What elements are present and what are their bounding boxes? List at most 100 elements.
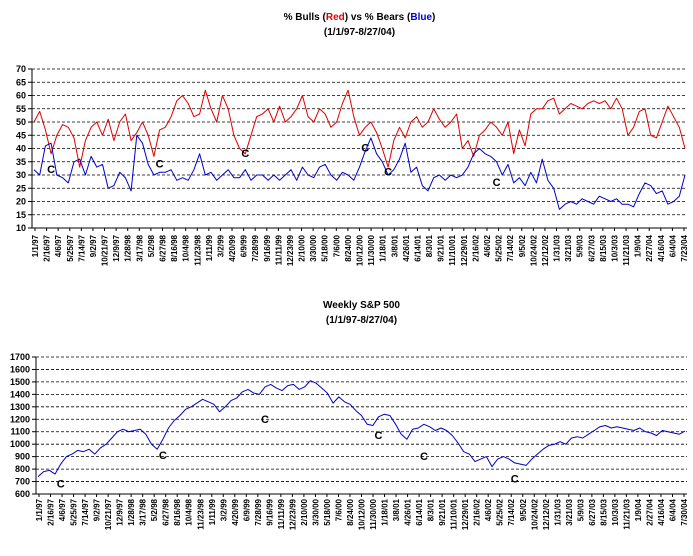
sp-x-tick-label: 3/8/01 <box>392 498 401 521</box>
bb-x-tick-label: 4/6/97 <box>54 234 63 257</box>
sp-x-tick-label: 12/12/02 <box>542 498 551 530</box>
bb-x-tick-label: 3/2/99 <box>216 234 225 257</box>
bb-x-tick-label: 9/16/99 <box>263 234 272 261</box>
bb-x-tick-label: 1/1/97 <box>31 234 40 257</box>
sp-x-tick-label: 10/24/02 <box>530 498 539 530</box>
sp-x-tick-label: 7/14/02 <box>507 498 516 525</box>
bb-title-part: ) <box>432 12 435 23</box>
bb-y-tick-label: 50 <box>16 117 26 127</box>
sp-x-tick-label: 11/11/99 <box>277 498 286 529</box>
sp-y-tick-label: 700 <box>15 477 30 487</box>
bb-title-part: % Bulls ( <box>284 12 327 23</box>
sp-x-tick-label: 3/30/00 <box>311 498 320 525</box>
bb-y-tick-label: 20 <box>16 197 26 207</box>
sp-y-tick-label: 1500 <box>10 377 30 387</box>
sp-series-line-0 <box>37 380 686 477</box>
bb-x-tick-label: 2/16/02 <box>471 234 480 261</box>
sp-y-tick-label: 1000 <box>10 439 30 449</box>
sp-x-tick-label: 6/27/03 <box>588 498 597 525</box>
bb-x-tick-label: 8/16/98 <box>170 234 179 261</box>
bb-x-tick-label: 7/28/99 <box>251 234 260 261</box>
sp-x-tick-label: 8/3/01 <box>427 498 436 521</box>
sp-x-tick-label: 4/16/04 <box>657 498 666 525</box>
sp-x-tick-label: 1/31/03 <box>553 498 562 525</box>
sp-x-tick-label: 6/27/98 <box>162 498 171 525</box>
bb-y-tick-label: 30 <box>16 170 26 180</box>
bb-x-tick-label: 3/8/01 <box>390 234 399 257</box>
sp-x-tick-label: 7/30/04 <box>680 498 689 525</box>
bb-x-tick-label: 1/31/03 <box>553 234 562 261</box>
sp-x-tick-label: 1/28/98 <box>127 498 136 525</box>
bb-annotation: C <box>361 143 369 155</box>
bb-y-tick-label: 60 <box>16 91 26 101</box>
bb-x-tick-label: 1/18/01 <box>379 234 388 261</box>
bb-x-tick-label: 11/30/00 <box>367 234 376 265</box>
bb-y-tick-label: 55 <box>16 104 26 114</box>
sp-x-tick-label: 7/6/00 <box>334 498 343 521</box>
sp-y-tick-label: 600 <box>15 489 30 499</box>
sp-y-tick-label: 1200 <box>10 414 30 424</box>
sp-x-tick-label: 9/16/99 <box>265 498 274 525</box>
bb-x-tick-label: 12/29/01 <box>460 234 469 266</box>
sp-x-tick-label: 12/23/99 <box>288 498 297 530</box>
bb-x-tick-label: 5/25/02 <box>495 234 504 261</box>
sp-x-tick-label: 10/3/03 <box>611 498 620 525</box>
bb-x-tick-label: 1/9/04 <box>634 234 643 257</box>
bb-x-tick-label: 2/16/97 <box>43 234 52 261</box>
bb-y-tick-label: 15 <box>16 210 26 220</box>
sp-x-tick-label: 10/4/98 <box>185 498 194 525</box>
sp-x-tick-label: 3/21/03 <box>565 498 574 525</box>
sp-x-tick-label: 5/2/98 <box>150 498 159 521</box>
bulls-bears-chart: % Bulls (Red) vs % Bears (Blue) (1/1/97-8… <box>16 12 689 266</box>
bb-x-tick-label: 6/14/01 <box>413 234 422 261</box>
bb-annotation: C <box>241 148 249 160</box>
sp-x-tick-label: 2/16/02 <box>473 498 482 525</box>
bb-x-tick-label: 4/16/04 <box>657 234 666 261</box>
bb-y-tick-label: 65 <box>16 77 26 87</box>
sp-x-tick-label: 11/23/98 <box>196 498 205 529</box>
bb-x-tick-label: 10/24/02 <box>529 234 538 266</box>
sp-x-tick-label: 1/11/99 <box>208 498 217 525</box>
sp-x-tick-label: 5/18/00 <box>323 498 332 525</box>
bb-annotation: C <box>156 158 164 170</box>
sp-x-tick-label: 11/10/01 <box>450 498 459 529</box>
bb-x-tick-label: 10/21/97 <box>101 234 110 266</box>
sp-x-tick-label: 5/25/97 <box>70 498 79 525</box>
bb-annotation: C <box>493 177 501 189</box>
bb-x-tick-label: 9/21/01 <box>437 234 446 261</box>
bb-title: % Bulls (Red) vs % Bears (Blue) <box>284 12 436 23</box>
sp-x-tick-label: 8/16/98 <box>173 498 182 525</box>
sp-x-tick-label: 8/15/03 <box>599 498 608 525</box>
sp500-chart: Weekly S&P 500 (1/1/97-8/27/04) 600 700 800 9… <box>10 300 689 530</box>
bb-y-tick-label: 45 <box>16 130 26 140</box>
sp-y-tick-label: 800 <box>15 464 30 474</box>
bb-annotation: C <box>47 164 55 176</box>
bb-x-tick-label: 6/9/99 <box>240 234 249 257</box>
sp-x-tick-label: 6/4/04 <box>668 498 677 521</box>
sp-x-tick-label: 9/5/02 <box>519 498 528 521</box>
bb-y-tick-label: 40 <box>16 144 26 154</box>
sp-x-tick-label: 12/29/01 <box>461 498 470 530</box>
sp-x-tick-label: 4/20/99 <box>231 498 240 525</box>
sp-y-tick-label: 1600 <box>10 364 30 374</box>
bb-subtitle: (1/1/97-8/27/04) <box>324 27 395 38</box>
bb-x-tick-label: 7/23/04 <box>680 234 689 261</box>
sp-x-tick-label: 10/21/97 <box>104 498 113 530</box>
bb-x-tick-label: 2/10/00 <box>298 234 307 261</box>
sp-x-tick-label: 5/9/03 <box>576 498 585 521</box>
bb-x-tick-label: 5/9/03 <box>576 234 585 257</box>
sp-annotation: C <box>57 479 65 491</box>
bb-x-tick-label: 11/11/99 <box>274 234 283 265</box>
bb-y-tick-label: 35 <box>16 157 26 167</box>
sp-x-tick-label: 12/9/97 <box>116 498 125 525</box>
sp-x-tick-label: 7/28/99 <box>254 498 263 525</box>
sp-x-tick-label: 2/16/97 <box>47 498 56 525</box>
bb-x-tick-label: 10/12/00 <box>356 234 365 266</box>
bb-x-tick-label: 2/27/04 <box>645 234 654 261</box>
sp-x-tick-label: 1/18/01 <box>381 498 390 525</box>
bb-y-tick-label: 70 <box>16 64 26 74</box>
sp-x-tick-label: 1/1/97 <box>35 498 44 521</box>
sp-annotation: C <box>261 414 269 426</box>
